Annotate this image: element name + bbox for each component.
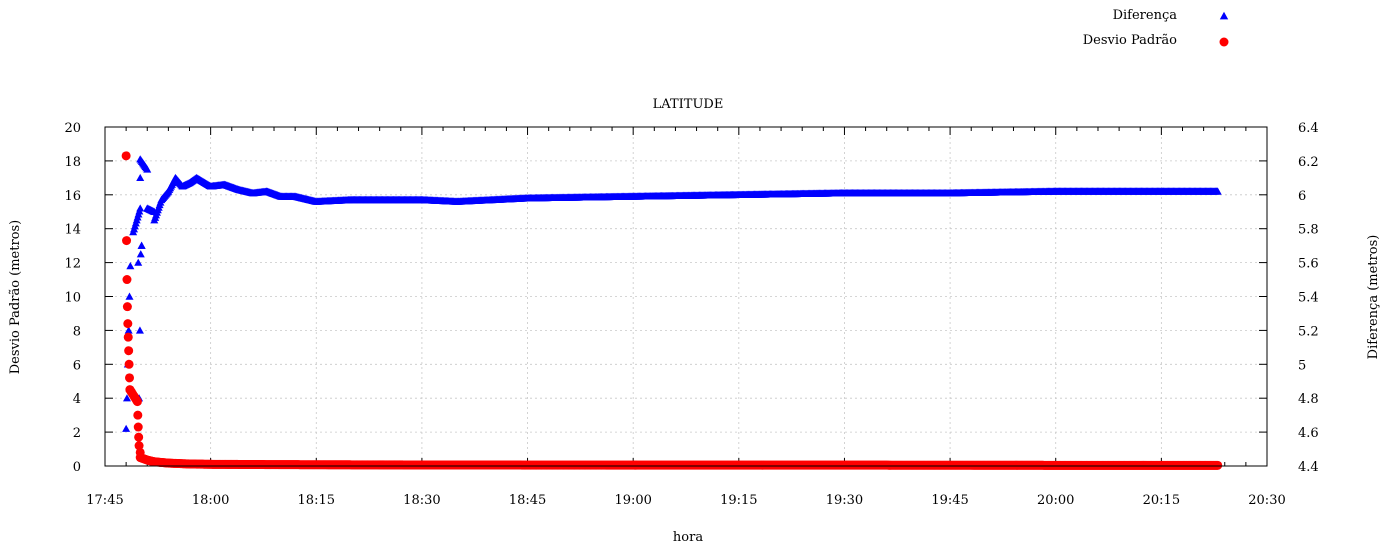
point-diferenca [1213,187,1222,195]
x-tick-label: 19:00 [614,493,651,508]
x-tick-label: 20:15 [1143,493,1180,508]
point-desvio [123,332,133,342]
y-left-tick-label: 12 [64,257,81,272]
x-tick-label: 17:45 [86,493,123,508]
y-right-tick-label: 6.2 [1298,155,1319,170]
series-diferenca [122,155,1222,432]
y-left-tick-label: 2 [73,426,81,441]
point-diferenca [135,326,144,334]
legend: Diferença Desvio Padrão [1083,8,1229,48]
y-left-tick-label: 14 [64,223,81,238]
x-axis-label: hora [673,530,703,545]
y-right-tick-label: 4.6 [1298,426,1319,441]
point-diferenca [143,165,152,173]
y-right-tick-label: 5.4 [1298,291,1319,306]
plot-frame [104,126,1268,467]
point-desvio [124,359,134,369]
point-desvio [134,441,144,451]
legend-label-desvio: Desvio Padrão [1083,33,1177,48]
point-diferenca [136,250,145,258]
x-tick-label: 20:00 [1037,493,1074,508]
point-diferenca [136,204,145,212]
y-right-tick-label: 5.8 [1298,223,1319,238]
y-left-tick-label: 10 [64,291,81,306]
point-desvio [133,422,143,432]
point-diferenca [126,261,135,270]
point-desvio [121,151,131,161]
y-right-tick-label: 5.2 [1298,324,1319,339]
y-axis-left-label: Desvio Padrão (metros) [8,220,23,375]
y-right-tick-label: 6.4 [1298,121,1319,136]
legend-marker-diferenca [1219,11,1229,20]
point-diferenca [134,258,143,266]
point-desvio [123,319,133,329]
legend-marker-desvio [1219,37,1229,47]
y-left-tick-label: 8 [73,324,81,339]
point-desvio [122,302,132,312]
point-desvio [122,236,132,246]
y-right-tick-label: 4.8 [1298,392,1319,407]
x-tick-label: 18:00 [192,493,229,508]
x-tick-label: 20:30 [1248,493,1285,508]
x-tick-label: 18:45 [509,493,546,508]
point-desvio [122,275,132,285]
y-left-tick-label: 20 [64,121,81,136]
point-diferenca [136,173,145,182]
y-right-tick-label: 4.4 [1298,460,1319,475]
legend-label-diferenca: Diferença [1113,8,1178,23]
y-right-tick-label: 5.6 [1298,257,1319,272]
grid [105,127,1267,466]
point-diferenca [122,394,131,402]
point-desvio [133,410,143,420]
point-diferenca [137,241,146,249]
y-axis-right-label: Diferença (metros) [1366,235,1381,360]
x-tick-label: 19:45 [931,493,968,508]
point-desvio [124,346,134,356]
y-right-tick-label: 5 [1298,358,1306,373]
x-tick-label: 19:30 [826,493,863,508]
y-left-tick-label: 16 [64,189,81,204]
point-diferenca [122,424,131,432]
x-tick-label: 18:15 [298,493,335,508]
ticks: 0 2 4 6 8 10 12 14 16 18 20 4.4 4.6 4.8 5 5.2 5.4 5.6 5.8 6… [64,121,1318,508]
series-desvio [121,151,1223,470]
y-left-tick-label: 0 [73,460,81,475]
point-desvio [132,397,142,407]
x-tick-label: 18:30 [403,493,440,508]
point-desvio [1213,460,1223,470]
point-diferenca [124,326,133,334]
y-right-tick-label: 6 [1298,189,1306,204]
y-left-tick-label: 6 [73,358,81,373]
point-desvio [134,432,144,442]
y-left-tick-label: 4 [73,392,81,407]
point-diferenca [125,292,134,300]
x-tick-label: 19:15 [720,493,757,508]
chart-title: LATITUDE [653,97,724,112]
point-desvio [125,373,135,383]
y-left-tick-label: 18 [64,155,81,170]
